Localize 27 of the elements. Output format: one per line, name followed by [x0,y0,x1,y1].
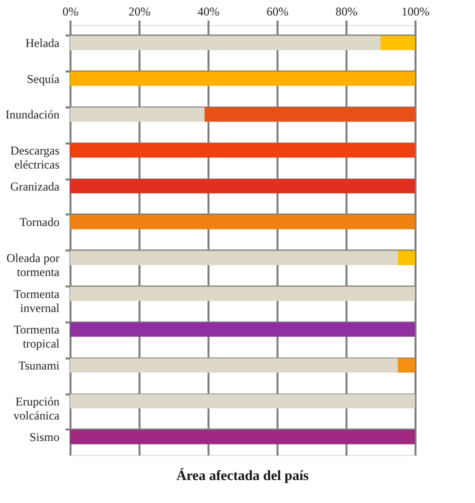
y-tick-label: Sismo [29,430,60,444]
bar [70,36,380,50]
y-tick-label: Granizada [10,179,60,194]
y-tick-label: Tornado [20,215,60,230]
y-tick-label: Tormenta invernal [14,286,60,315]
y-tick-label: Sequía [26,72,60,86]
x-tick-label: 40% [198,4,220,18]
bar [70,358,398,373]
x-tick-label: 100% [402,4,430,18]
y-tick-label: Helada [26,36,60,50]
y-tick-label: Tormenta tropical [14,322,60,351]
bar [70,107,205,122]
y-tick-label: Erupción volcánica [14,394,60,422]
y-tick-label: Oleada por tormenta [6,250,60,279]
x-tick-label: 20% [128,4,150,18]
bar [380,36,415,50]
x-tick-label: 60% [266,4,288,18]
x-tick-label: 80% [336,4,358,18]
bar [204,107,415,122]
x-axis-title: Área afectada del país [176,467,310,484]
y-tick-label: Inundación [6,108,60,122]
y-tick-label: Tsunami [18,358,60,372]
bar [398,250,415,266]
bar [70,250,398,266]
y-tick-label: Descargas eléctricas [10,143,60,172]
bar [398,358,415,373]
x-tick-label: 0% [62,4,78,18]
